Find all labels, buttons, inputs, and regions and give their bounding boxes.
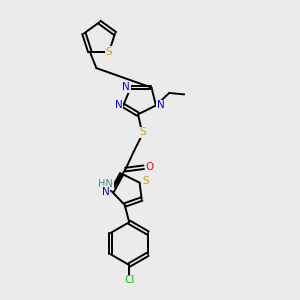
Text: HN: HN [98, 179, 113, 190]
Text: N: N [115, 100, 123, 110]
Text: N: N [157, 100, 164, 110]
Text: S: S [139, 127, 146, 137]
Text: S: S [105, 47, 112, 57]
Text: O: O [146, 162, 154, 172]
Text: N: N [102, 187, 110, 196]
Text: S: S [142, 176, 149, 186]
Text: N: N [122, 82, 130, 92]
Text: Cl: Cl [124, 275, 134, 286]
